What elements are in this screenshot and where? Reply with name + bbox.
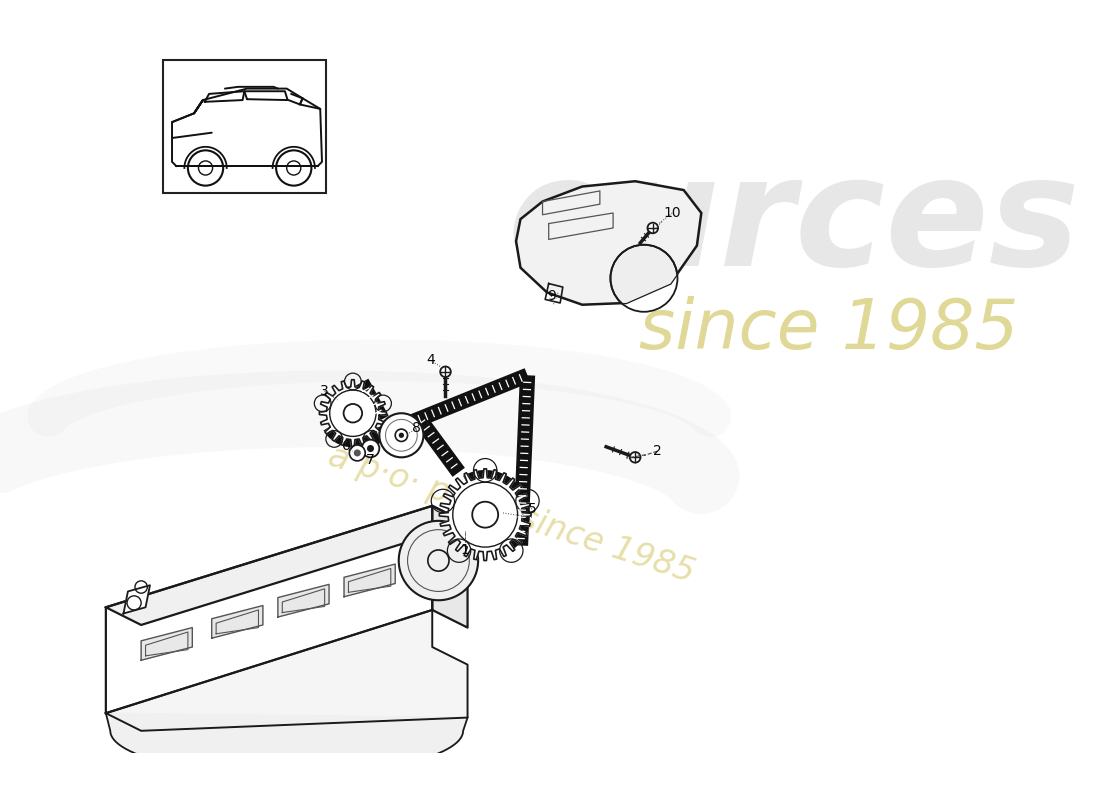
- Text: 10: 10: [663, 206, 681, 220]
- Polygon shape: [123, 586, 150, 614]
- Text: 5: 5: [528, 502, 537, 515]
- Circle shape: [610, 245, 678, 312]
- Text: 7: 7: [366, 453, 375, 467]
- Circle shape: [350, 445, 365, 461]
- Text: eurces: eurces: [507, 149, 1080, 298]
- Polygon shape: [106, 610, 468, 731]
- Circle shape: [440, 366, 451, 377]
- Circle shape: [648, 222, 658, 234]
- Polygon shape: [319, 380, 386, 446]
- Polygon shape: [278, 584, 329, 617]
- Text: 6: 6: [342, 439, 351, 453]
- Polygon shape: [141, 627, 192, 660]
- Bar: [163, 60, 327, 193]
- Polygon shape: [106, 506, 468, 625]
- Circle shape: [362, 440, 380, 458]
- Text: since 1985: since 1985: [639, 296, 1019, 363]
- Circle shape: [630, 452, 640, 462]
- Circle shape: [379, 414, 424, 458]
- Polygon shape: [106, 713, 468, 775]
- Polygon shape: [211, 606, 263, 638]
- Text: a p·o· parts since 1985: a p·o· parts since 1985: [324, 440, 698, 590]
- Text: 8: 8: [411, 422, 421, 435]
- Text: 9: 9: [547, 289, 556, 303]
- Text: 1: 1: [461, 543, 470, 557]
- Polygon shape: [344, 564, 395, 597]
- Text: 2: 2: [652, 444, 661, 458]
- Circle shape: [367, 445, 374, 452]
- Text: 4: 4: [426, 354, 434, 367]
- Polygon shape: [439, 469, 531, 561]
- Polygon shape: [516, 182, 702, 305]
- Polygon shape: [106, 506, 432, 713]
- Text: 3: 3: [320, 384, 329, 398]
- Circle shape: [398, 433, 404, 438]
- Polygon shape: [432, 506, 468, 627]
- Circle shape: [354, 450, 361, 457]
- Circle shape: [398, 521, 478, 600]
